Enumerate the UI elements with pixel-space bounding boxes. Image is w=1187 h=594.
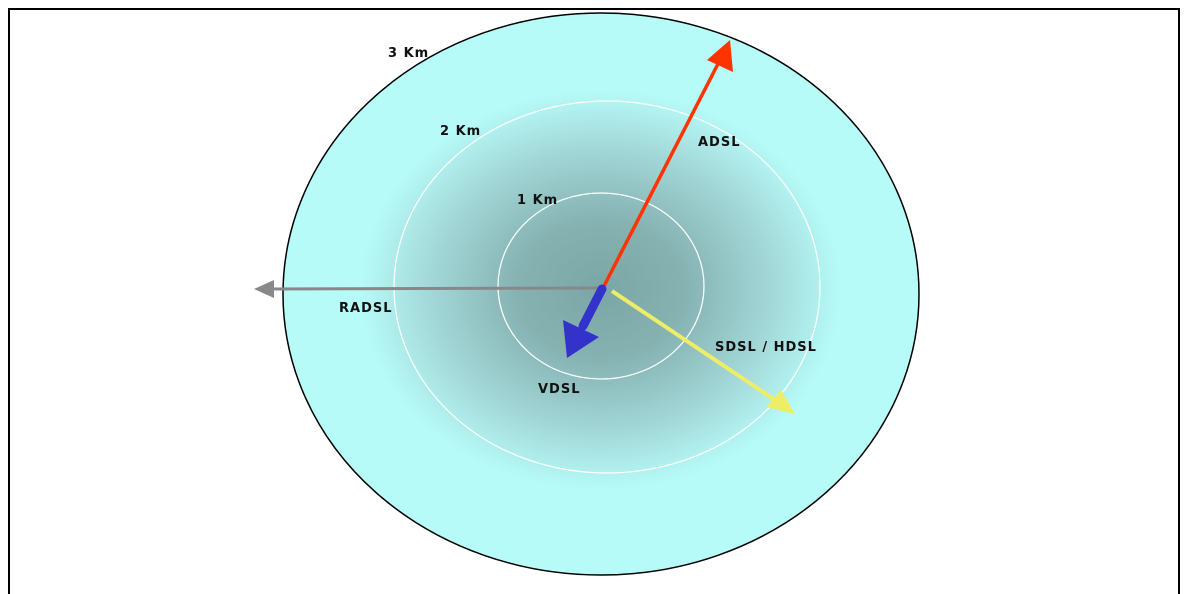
label-adsl: ADSL bbox=[698, 135, 741, 150]
ring-1km bbox=[497, 192, 705, 380]
label-radsl: RADSL bbox=[339, 301, 393, 316]
ring-2km bbox=[393, 100, 821, 474]
arrow-adsl bbox=[601, 40, 733, 289]
label-2km: 2 Km bbox=[440, 124, 481, 139]
arrow-radsl bbox=[254, 280, 601, 298]
label-1km: 1 Km bbox=[517, 193, 558, 208]
diagram-frame bbox=[8, 8, 1180, 594]
label-3km: 3 Km bbox=[388, 46, 429, 61]
label-sdsl-hdsl: SDSL / HDSL bbox=[715, 340, 817, 355]
arrow-sdsl-hdsl bbox=[610, 289, 795, 414]
arrow-vdsl bbox=[563, 284, 607, 358]
label-vdsl: VDSL bbox=[538, 382, 581, 397]
